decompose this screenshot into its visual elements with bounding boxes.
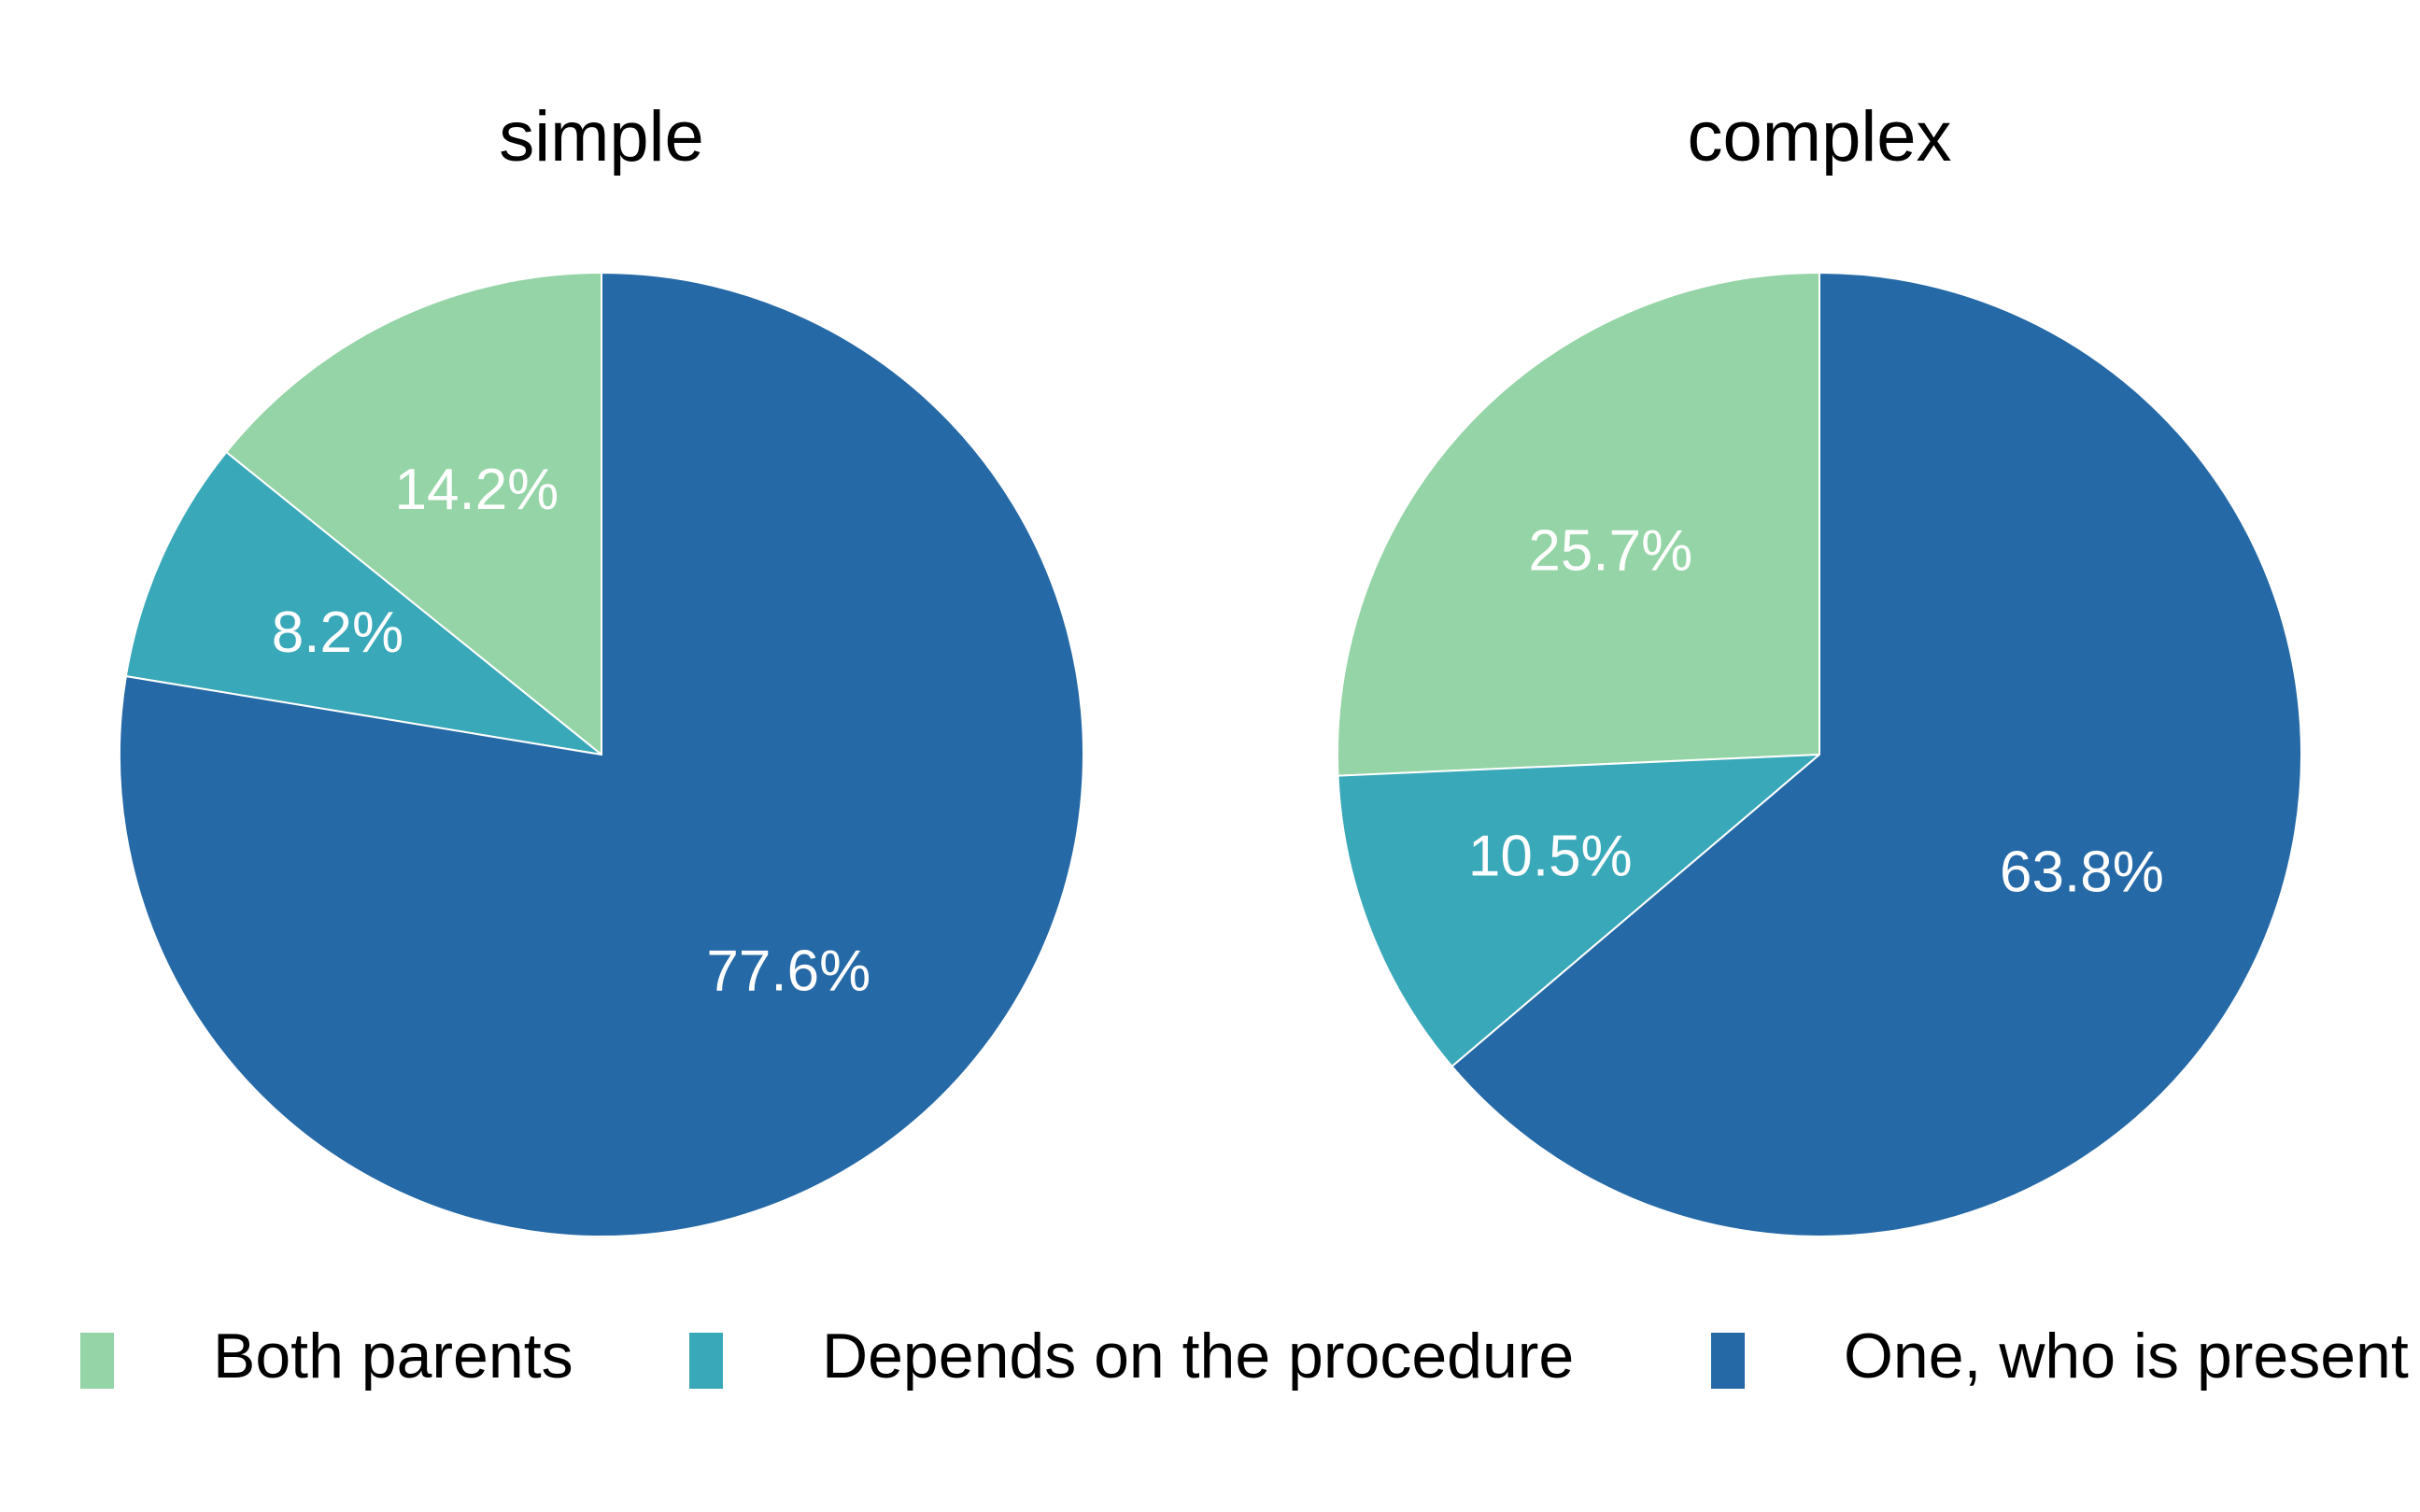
- panel-title: simple: [499, 97, 704, 177]
- pie-slice-depends-on-the-procedure: [1337, 753, 1822, 1068]
- panel-title: complex: [1688, 97, 1952, 177]
- legend-label: Both parents: [213, 1321, 573, 1392]
- pie-slice-depends-on-the-procedure: [124, 450, 605, 756]
- pie-slice-both-parents: [1337, 271, 1820, 777]
- legend-swatch: [1711, 1333, 1745, 1389]
- slice-data-label: 77.6%: [706, 939, 870, 1003]
- pie-panel-complex: complex 25.7% 10.5% 63.8%: [1337, 97, 2302, 1237]
- pie-panel-simple: simple 14.2% 8.2% 77.6%: [119, 97, 1084, 1237]
- legend-swatch: [689, 1333, 723, 1389]
- legend-item-depends-on-the-procedure: Depends on the procedure: [689, 1321, 1574, 1392]
- legend-label: One, who is present: [1844, 1321, 2409, 1392]
- slice-data-label: 10.5%: [1468, 824, 1633, 888]
- slice-data-label: 25.7%: [1528, 518, 1692, 583]
- pie-slice-one-who-is-present: [1451, 271, 2302, 1237]
- pie-slice-one-who-is-present: [119, 271, 1084, 1237]
- slice-data-label: 14.2%: [395, 458, 559, 522]
- panels: simple 14.2% 8.2% 77.6% complex 25.7% 10.5% 63.…: [119, 97, 2302, 1237]
- slice-data-label: 8.2%: [272, 601, 403, 665]
- legend-item-both-parents: Both parents: [80, 1321, 573, 1392]
- legend-label: Depends on the procedure: [822, 1321, 1574, 1392]
- pie-slice-both-parents: [224, 271, 602, 757]
- legend-swatch: [80, 1333, 114, 1389]
- legend-item-one-who-is-present: One, who is present: [1711, 1321, 2409, 1392]
- legend: Both parents Depends on the procedure One,…: [80, 1321, 2409, 1392]
- slice-data-label: 63.8%: [2000, 840, 2164, 904]
